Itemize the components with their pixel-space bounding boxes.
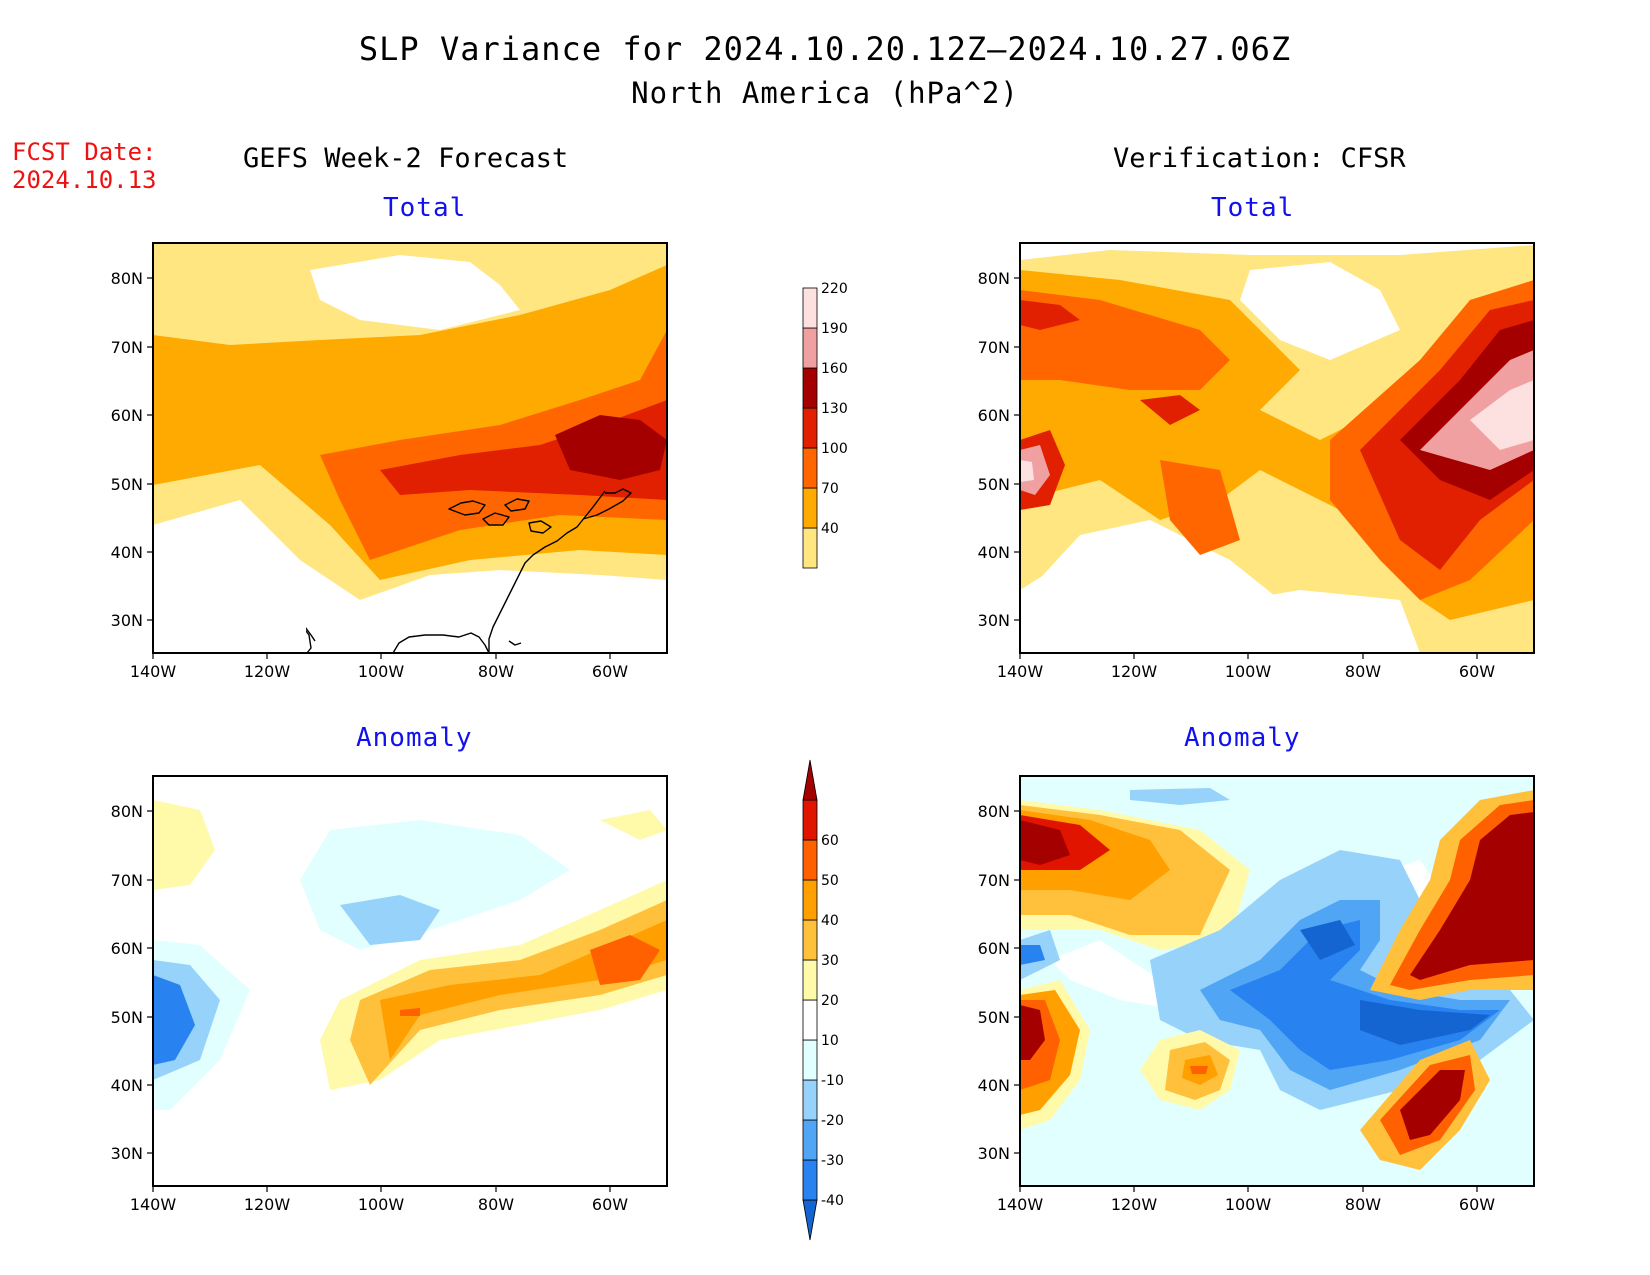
lon-label: 140W xyxy=(997,662,1044,681)
colorbar-swatch xyxy=(802,919,818,961)
colorbar-swatch xyxy=(802,447,818,489)
lon-label: 80W xyxy=(478,1195,514,1214)
lon-label: 120W xyxy=(244,662,291,681)
colorbar-tick-label: 70 xyxy=(821,481,839,497)
colorbar-swatch xyxy=(802,1159,818,1201)
colorbar-swatch xyxy=(802,1119,818,1161)
colorbar-swatch xyxy=(802,487,818,529)
chart-title: SLP Variance for 2024.10.20.12Z–2024.10.… xyxy=(358,30,1292,68)
lon-label: 60W xyxy=(1459,1195,1495,1214)
lon-label: 120W xyxy=(244,1195,291,1214)
lon-label: 120W xyxy=(1111,662,1158,681)
lat-label: 30N xyxy=(978,1144,1010,1163)
lat-label: 60N xyxy=(978,406,1010,425)
lat-label: 40N xyxy=(978,543,1010,562)
lat-label: 80N xyxy=(111,269,143,288)
lat-label: 50N xyxy=(978,1008,1010,1027)
colorbar-swatch xyxy=(802,839,818,881)
colorbar-tick-label: 40 xyxy=(821,521,839,537)
colorbar-swatch xyxy=(802,959,818,1001)
lon-label: 80W xyxy=(1345,662,1381,681)
lat-label: 30N xyxy=(111,611,143,630)
colorbar-tick-label: 50 xyxy=(821,873,839,889)
lat-label: 40N xyxy=(111,543,143,562)
lon-label: 60W xyxy=(1459,662,1495,681)
colorbar-swatch xyxy=(802,879,818,921)
colorbar-total: 40 70 100 130 160 190 220 xyxy=(802,281,848,569)
colorbar-swatch xyxy=(802,799,818,841)
colorbar-swatch xyxy=(802,999,818,1041)
colorbar-tick-label: 160 xyxy=(821,361,848,377)
lon-label: 60W xyxy=(592,1195,628,1214)
colorbar-tick-label: -20 xyxy=(821,1113,844,1129)
colorbar-swatch xyxy=(802,1039,818,1081)
lat-label: 30N xyxy=(111,1144,143,1163)
colorbar-swatch xyxy=(802,327,818,369)
map-verification-total xyxy=(1019,242,1535,654)
colorbar-anomaly: -40 -30 -20 -10 10 20 30 40 50 60 xyxy=(802,759,844,1241)
forecast-date-block: FCST Date: 2024.10.13 xyxy=(12,138,157,194)
colorbar-tick-label: 220 xyxy=(821,281,848,297)
colorbar-tick-label: 40 xyxy=(821,913,839,929)
colorbar-swatch xyxy=(802,287,818,329)
panel-title-verification-anomaly: Anomaly xyxy=(1184,723,1301,753)
lat-label: 50N xyxy=(111,475,143,494)
verification-column-title: Verification: CFSR xyxy=(1113,143,1406,174)
colorbar-swatch xyxy=(802,1199,818,1241)
lon-label: 80W xyxy=(478,662,514,681)
lon-label: 140W xyxy=(130,662,177,681)
lon-label: 100W xyxy=(1225,1195,1272,1214)
colorbar-tick-label: 190 xyxy=(821,321,848,337)
lat-label: 40N xyxy=(978,1076,1010,1095)
lat-label: 70N xyxy=(111,871,143,890)
colorbar-swatch xyxy=(802,527,818,569)
colorbar-tick-label: -30 xyxy=(821,1153,844,1169)
colorbar-swatch xyxy=(802,407,818,449)
colorbar-tick-label: 130 xyxy=(821,401,848,417)
colorbar-tick-label: 20 xyxy=(821,993,839,1009)
forecast-date-value: 2024.10.13 xyxy=(12,166,157,194)
lon-label: 100W xyxy=(358,662,405,681)
colorbar-tick-label: 10 xyxy=(821,1033,839,1049)
map-forecast-total xyxy=(152,242,668,654)
colorbar-swatch xyxy=(802,1079,818,1121)
gefs-column-title: GEFS Week-2 Forecast xyxy=(243,143,569,174)
colorbar-tick-label: 100 xyxy=(821,441,848,457)
lat-label: 80N xyxy=(111,802,143,821)
lat-label: 70N xyxy=(978,338,1010,357)
lat-label: 80N xyxy=(978,269,1010,288)
lon-label: 100W xyxy=(358,1195,405,1214)
lon-label: 60W xyxy=(592,662,628,681)
colorbar-swatch xyxy=(802,759,818,801)
chart-subtitle: North America (hPa^2) xyxy=(631,76,1019,110)
panel-title-verification-total: Total xyxy=(1211,193,1295,223)
lon-label: 120W xyxy=(1111,1195,1158,1214)
lat-label: 80N xyxy=(978,802,1010,821)
lat-label: 60N xyxy=(978,939,1010,958)
colorbar-swatch xyxy=(802,367,818,409)
lon-label: 140W xyxy=(130,1195,177,1214)
colorbar-tick-label: -40 xyxy=(821,1193,844,1209)
colorbar-tick-label: 30 xyxy=(821,953,839,969)
lat-label: 60N xyxy=(111,406,143,425)
lat-label: 70N xyxy=(111,338,143,357)
lat-label: 50N xyxy=(978,475,1010,494)
panel-title-forecast-total: Total xyxy=(383,193,467,223)
lon-label: 140W xyxy=(997,1195,1044,1214)
lat-label: 70N xyxy=(978,871,1010,890)
lat-label: 30N xyxy=(978,611,1010,630)
lat-label: 40N xyxy=(111,1076,143,1095)
panel-title-forecast-anomaly: Anomaly xyxy=(356,723,473,753)
lon-label: 100W xyxy=(1225,662,1272,681)
map-verification-anomaly xyxy=(1019,775,1535,1187)
colorbar-tick-label: -10 xyxy=(821,1073,844,1089)
lon-label: 80W xyxy=(1345,1195,1381,1214)
map-forecast-anomaly xyxy=(152,775,668,1187)
forecast-date-label: FCST Date: xyxy=(12,138,157,166)
lat-label: 50N xyxy=(111,1008,143,1027)
lat-label: 60N xyxy=(111,939,143,958)
colorbar-tick-label: 60 xyxy=(821,833,839,849)
